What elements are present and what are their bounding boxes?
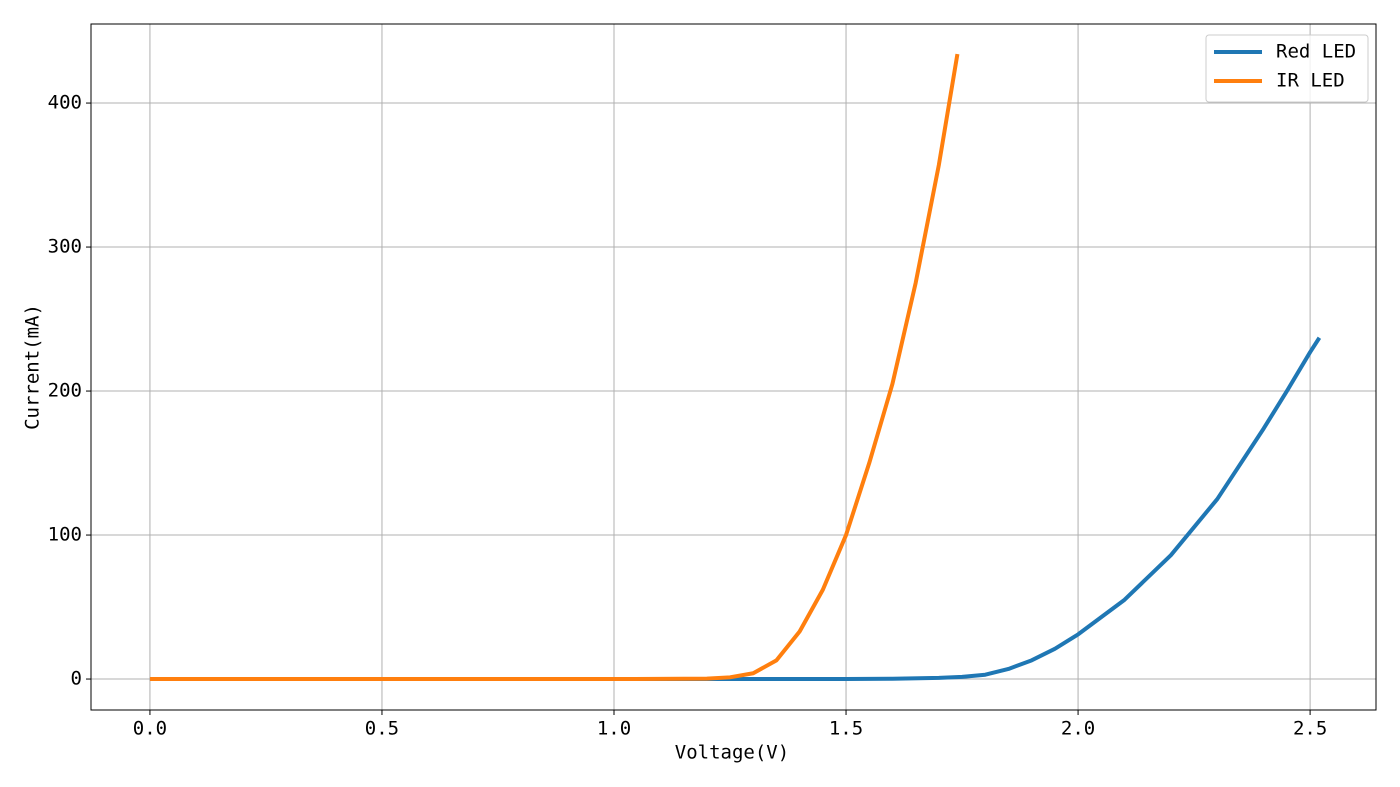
x-tick-label: 0.5: [365, 718, 399, 740]
y-tick-label: 200: [48, 380, 82, 402]
y-tick-label: 400: [48, 92, 82, 114]
x-tick-label: 2.5: [1293, 718, 1327, 740]
x-tick-label: 1.0: [597, 718, 631, 740]
legend-label: IR LED: [1276, 70, 1345, 92]
y-tick-label: 100: [48, 524, 82, 546]
x-tick-label: 1.5: [829, 718, 863, 740]
y-tick-label: 0: [71, 668, 82, 690]
x-tick-label: 2.0: [1061, 718, 1095, 740]
y-tick-label: 300: [48, 236, 82, 258]
plot-frame: [90, 23, 1377, 711]
y-axis-label: Current(mA): [22, 304, 44, 430]
legend-label: Red LED: [1276, 41, 1356, 63]
data-line: [149, 336, 1322, 682]
data-line: [149, 53, 960, 682]
x-tick-label: 0.0: [133, 718, 167, 740]
x-axis-label: Voltage(V): [675, 742, 789, 764]
